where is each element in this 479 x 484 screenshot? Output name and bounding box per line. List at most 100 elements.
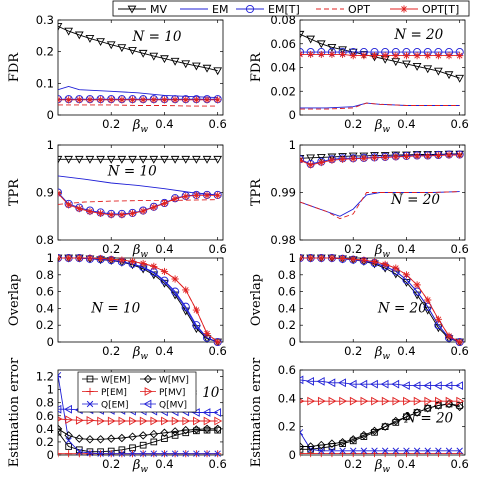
data-point-qmv (423, 381, 432, 390)
series-line-wem (58, 429, 218, 453)
data-point-mv (213, 155, 223, 164)
data-point-pmv (150, 416, 159, 426)
data-point-wem (456, 402, 464, 409)
series-line-optt (58, 193, 218, 216)
x-tick-label: 0.2 (344, 117, 362, 131)
data-point-qem (307, 446, 314, 453)
data-point-optt (328, 50, 336, 59)
x-tick-label: 0.6 (209, 344, 227, 358)
data-point-qem (139, 450, 147, 457)
data-point-optt (203, 330, 211, 338)
data-point-wmv (170, 427, 180, 436)
y-tick-label: 0.2 (278, 318, 296, 332)
data-point-pmv (413, 396, 422, 406)
data-point-mv (181, 155, 191, 164)
data-point-optt (338, 254, 347, 263)
x-tick-label: 0.2 (344, 242, 362, 256)
data-point-optt (118, 211, 126, 219)
data-point-optt (434, 315, 442, 323)
data-point-pmv (203, 416, 212, 426)
data-point-pmv (360, 396, 369, 406)
data-point-optt (203, 96, 211, 104)
series-line-em (300, 191, 460, 217)
series-opt (300, 102, 460, 110)
y-tick-label: 0.6 (278, 285, 296, 299)
x-tick-label: 0.6 (451, 117, 469, 131)
data-point-optt (360, 154, 368, 162)
y-tick-label: 0.06 (270, 37, 296, 51)
inset-legend-marker (143, 399, 152, 409)
data-point-pmv (129, 416, 138, 426)
data-point-optt (392, 264, 400, 272)
data-point-optt (75, 205, 83, 213)
series-line-mv (300, 33, 460, 79)
data-point-optt (424, 152, 432, 160)
data-point-wmv (423, 404, 432, 413)
data-point-qem (86, 449, 94, 457)
y-tick-label: 0.2 (36, 435, 54, 449)
x-tick-label: 0.4 (397, 117, 415, 131)
legend-label: OPT[T] (422, 3, 459, 16)
x-tick-label: 0.6 (451, 457, 469, 471)
data-point-optt (349, 52, 357, 60)
data-point-wmv (106, 434, 116, 443)
data-point-mv (192, 62, 201, 71)
y-axis-label: Overlap (249, 274, 264, 326)
data-point-pem (307, 449, 315, 458)
data-point-mv (412, 62, 422, 71)
data-point-pem (86, 450, 94, 458)
series-qem (58, 372, 221, 457)
data-point-qmv (306, 376, 314, 386)
data-point-mv (327, 43, 337, 52)
y-tick-label: 1 (289, 251, 296, 265)
data-point-mv (117, 155, 127, 164)
data-point-optt (413, 152, 421, 160)
y-tick-label: 0 (47, 108, 54, 122)
inset-legend-entry-pem: P[EM] (82, 387, 127, 398)
data-point-optt (338, 50, 347, 59)
y-tick-label: 0.08 (270, 13, 296, 27)
legend-entry-em: EM (180, 3, 228, 16)
data-point-pmv (317, 396, 326, 406)
panel-h: 0 0.2 0.4 0.6 0.2 0.4 0.6 βw Estimation error N =… (249, 357, 469, 475)
data-point-pmv (445, 396, 454, 406)
y-tick-label: 0 (289, 335, 296, 349)
y-tick-label: 0.8 (36, 268, 54, 282)
data-point-optt (160, 199, 169, 208)
series-line-optt (300, 154, 460, 166)
data-point-mv (128, 47, 137, 55)
data-point-optt (150, 203, 158, 211)
data-point-mv (338, 153, 347, 161)
data-point-pmv (107, 416, 116, 426)
data-point-wmv (402, 412, 411, 421)
data-point-mv (300, 30, 305, 39)
annotation-n: N = 20 (403, 411, 453, 427)
data-point-pmv (65, 415, 74, 425)
data-point-pmv (307, 396, 316, 406)
series-optt (58, 96, 222, 104)
data-point-mv (402, 60, 411, 69)
data-point-optt (456, 151, 464, 159)
y-tick-label: 0.4 (278, 301, 296, 315)
data-point-pem (300, 449, 304, 458)
data-point-optt (65, 201, 73, 209)
data-point-mv (58, 23, 63, 31)
data-point-optt (203, 191, 211, 199)
data-point-qem (108, 450, 115, 457)
series-qem (300, 429, 463, 454)
data-point-mv (64, 155, 74, 164)
data-point-optt (58, 189, 62, 198)
data-point-wmv (348, 435, 358, 444)
panel-d: 0.98 0.99 1 0.2 0.4 0.6 βw TPR N = 20 (249, 138, 469, 260)
data-point-wmv (128, 432, 137, 441)
data-point-qmv (300, 375, 304, 385)
data-point-mv (128, 155, 137, 164)
data-point-mv (434, 67, 443, 76)
data-point-mv (348, 152, 358, 161)
panel-c: 0.8 0.9 1 0.2 0.4 0.6 βw TPR N = 10 (7, 138, 227, 260)
data-point-optt (182, 192, 190, 200)
inset-legend-marker (86, 375, 94, 383)
data-point-optt (118, 256, 126, 264)
series-mv (58, 155, 223, 164)
data-point-optt (360, 256, 368, 264)
